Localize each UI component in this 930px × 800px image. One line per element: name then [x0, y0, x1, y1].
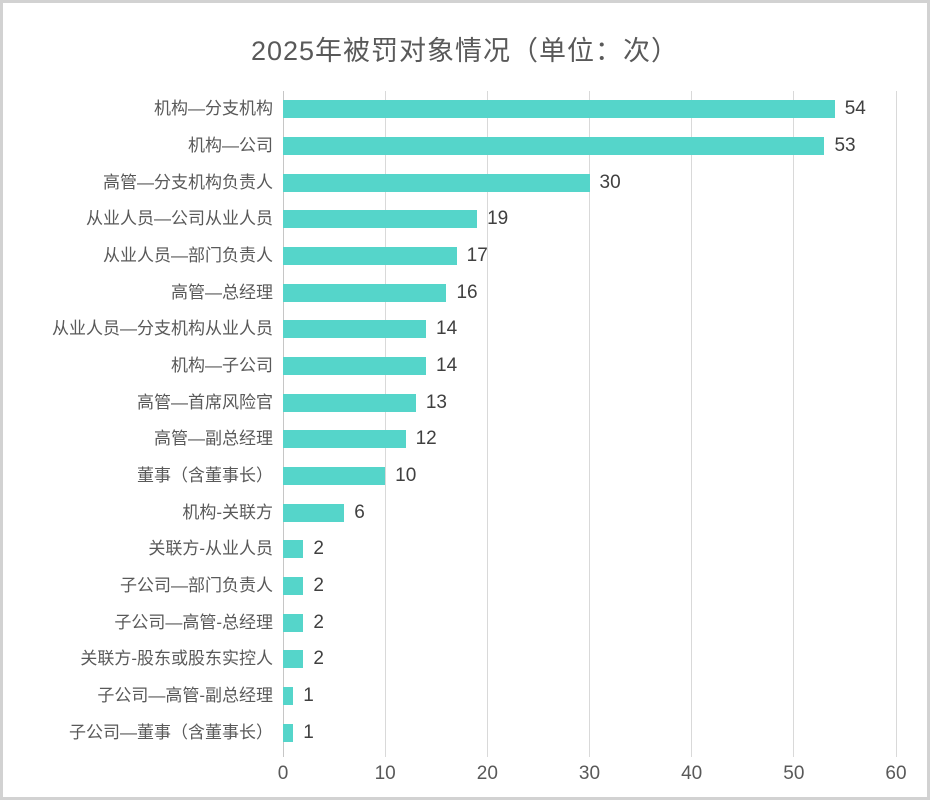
x-tick-label: 10 [374, 763, 396, 784]
category-label: 关联方-股东或股东实控人 [80, 649, 273, 669]
value-label: 14 [436, 355, 458, 376]
category-label: 高管—分支机构负责人 [103, 172, 273, 192]
gridline [589, 91, 590, 757]
gridline [691, 91, 693, 757]
value-label: 17 [466, 245, 488, 266]
bar [283, 100, 835, 119]
gridline [486, 91, 488, 757]
category-label: 高管—总经理 [171, 282, 273, 302]
value-label: 30 [599, 171, 621, 193]
x-axis: 0 10 20 30 40 50 60 [278, 751, 907, 791]
bar [283, 283, 447, 302]
category-label: 董事（含董事长） [137, 466, 273, 485]
bar [283, 393, 416, 412]
bar [283, 723, 294, 742]
value-label: 14 [436, 318, 458, 340]
category-axis: 机构—分支机构机构—公司高管—分支机构负责人从业人员—公司从业人员从业人员—部门… [3, 91, 273, 751]
gridline [384, 91, 386, 757]
bar [283, 210, 478, 229]
value-label: 2 [313, 611, 324, 633]
plot-area: 54 53 30 19 17 16 14 14 13 12 10 6 2 2 2 2 1 1 [282, 91, 897, 757]
category-label: 关联方-从业人员 [148, 539, 273, 559]
x-tick-label: 0 [277, 763, 289, 784]
value-label: 2 [313, 538, 324, 560]
value-label: 2 [313, 648, 324, 670]
value-label: 19 [487, 208, 509, 230]
bar [283, 320, 427, 339]
bar [283, 137, 825, 155]
x-tick-label: 60 [885, 763, 907, 784]
gridline [895, 91, 897, 757]
bar [283, 467, 386, 485]
category-label: 子公司—董事（含董事长） [69, 722, 273, 742]
value-label: 54 [844, 98, 866, 120]
gridline [793, 91, 795, 757]
x-tick-label: 40 [681, 763, 703, 784]
category-label: 从业人员—分支机构从业人员 [52, 319, 273, 339]
category-label: 从业人员—部门负责人 [103, 246, 273, 265]
category-label: 机构—子公司 [171, 356, 273, 375]
category-label: 子公司—高管-总经理 [114, 612, 273, 632]
x-tick-label: 20 [476, 763, 498, 784]
category-label: 机构-关联方 [182, 502, 273, 522]
category-label: 子公司—部门负责人 [120, 576, 273, 595]
category-label: 机构—公司 [188, 136, 273, 155]
value-label: 1 [303, 721, 314, 743]
value-label: 2 [313, 575, 324, 596]
category-label: 子公司—高管-副总经理 [97, 686, 273, 705]
value-label: 16 [456, 281, 478, 303]
value-label: 53 [834, 135, 856, 156]
value-label: 6 [354, 501, 365, 523]
value-label: 12 [415, 428, 437, 450]
chart-title: 2025年被罚对象情况（单位：次） [250, 36, 680, 66]
bar [283, 650, 304, 669]
value-label: 13 [425, 391, 447, 413]
bar [283, 613, 304, 632]
bar [283, 503, 345, 522]
category-label: 机构—分支机构 [154, 99, 273, 119]
category-label: 高管—副总经理 [154, 429, 273, 449]
bar [283, 247, 457, 265]
bar [283, 687, 294, 705]
bar [283, 173, 590, 192]
y-axis-line [282, 91, 284, 757]
x-tick-label: 50 [783, 763, 805, 784]
bar [283, 430, 406, 449]
category-label: 高管—首席风险官 [137, 392, 273, 412]
bar [283, 357, 427, 375]
category-label: 从业人员—公司从业人员 [86, 209, 273, 229]
value-label: 10 [395, 465, 417, 486]
bar [283, 540, 304, 559]
value-label: 1 [303, 685, 314, 706]
bar [283, 577, 304, 595]
x-tick-label: 30 [578, 763, 601, 784]
